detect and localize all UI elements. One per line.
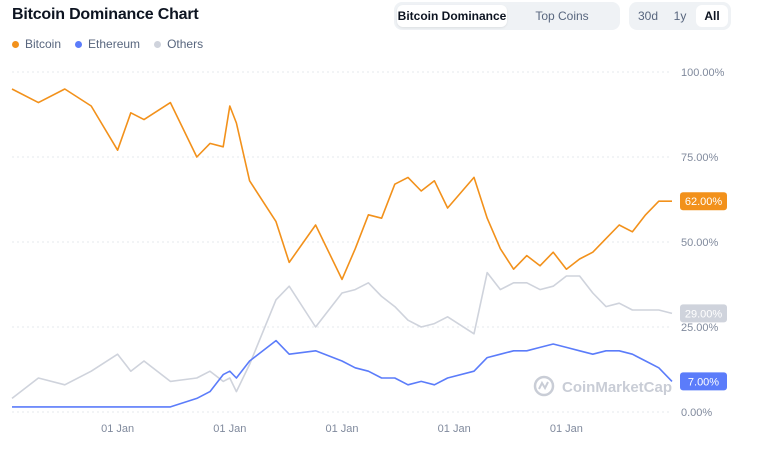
chart-gridlines bbox=[12, 71, 672, 413]
legend-label-bitcoin: Bitcoin bbox=[25, 37, 62, 51]
range-all-button[interactable]: All bbox=[696, 5, 728, 27]
value-badge-bg bbox=[680, 372, 727, 391]
legend-item-ethereum[interactable]: Ethereum bbox=[75, 37, 140, 51]
series-line-others bbox=[11, 271, 673, 400]
value-badge-text: 62.00% bbox=[685, 196, 723, 208]
y-tick-label: 0.00% bbox=[681, 407, 712, 419]
y-axis: 100.00% 75.00% 50.00% 25.00% 0.00% bbox=[681, 67, 725, 419]
y-tick-label: 25.00% bbox=[681, 322, 719, 334]
value-badge-bg bbox=[680, 304, 727, 323]
value-badge-bg bbox=[680, 192, 727, 211]
value-badge-text: 7.00% bbox=[688, 376, 719, 388]
x-tick-label: 01 Jan bbox=[438, 423, 471, 435]
chart-legend: Bitcoin Ethereum Others bbox=[12, 37, 203, 51]
y-tick-label: 100.00% bbox=[681, 67, 725, 79]
value-badge-text: 29.00% bbox=[685, 308, 723, 320]
x-tick-label: 01 Jan bbox=[213, 423, 246, 435]
watermark-text: CoinMarketCap bbox=[562, 379, 672, 396]
legend-item-bitcoin[interactable]: Bitcoin bbox=[12, 37, 61, 51]
x-tick-label: 01 Jan bbox=[325, 423, 358, 435]
value-badges: 62.00% 29.00% 7.00% bbox=[680, 192, 727, 391]
legend-label-others: Others bbox=[167, 37, 204, 51]
y-tick-label: 50.00% bbox=[681, 237, 719, 249]
legend-dot-bitcoin bbox=[12, 40, 19, 48]
watermark-logo-wave-icon bbox=[538, 380, 549, 391]
value-badge-others: 29.00% bbox=[680, 304, 727, 323]
tab-bitcoin-dominance[interactable]: Bitcoin Dominance bbox=[397, 5, 507, 27]
watermark-logo-icon bbox=[533, 375, 555, 397]
time-range-selector: 30d 1y All bbox=[629, 2, 731, 30]
chart-type-tabs: Bitcoin Dominance Top Coins bbox=[394, 2, 620, 30]
legend-label-ethereum: Ethereum bbox=[88, 37, 141, 51]
page-title: Bitcoin Dominance Chart bbox=[12, 6, 199, 23]
series-lines bbox=[11, 88, 673, 408]
x-tick-label: 01 Jan bbox=[101, 423, 134, 435]
range-30d-button[interactable]: 30d bbox=[637, 9, 659, 23]
legend-dot-ethereum bbox=[75, 40, 83, 48]
value-badge-ethereum: 7.00% bbox=[680, 372, 727, 391]
legend-item-others[interactable]: Others bbox=[154, 37, 203, 51]
tab-top-coins[interactable]: Top Coins bbox=[535, 9, 589, 23]
series-line-ethereum bbox=[12, 339, 673, 408]
x-tick-label: 01 Jan bbox=[550, 423, 583, 435]
legend-dot-others bbox=[154, 40, 162, 48]
watermark: CoinMarketCap bbox=[533, 375, 672, 397]
x-axis: 01 Jan 01 Jan 01 Jan 01 Jan 01 Jan bbox=[101, 423, 583, 435]
value-badge-bitcoin: 62.00% bbox=[680, 192, 727, 211]
range-1y-button[interactable]: 1y bbox=[673, 9, 687, 23]
series-line-bitcoin bbox=[11, 88, 672, 281]
y-tick-label: 75.00% bbox=[681, 152, 719, 164]
